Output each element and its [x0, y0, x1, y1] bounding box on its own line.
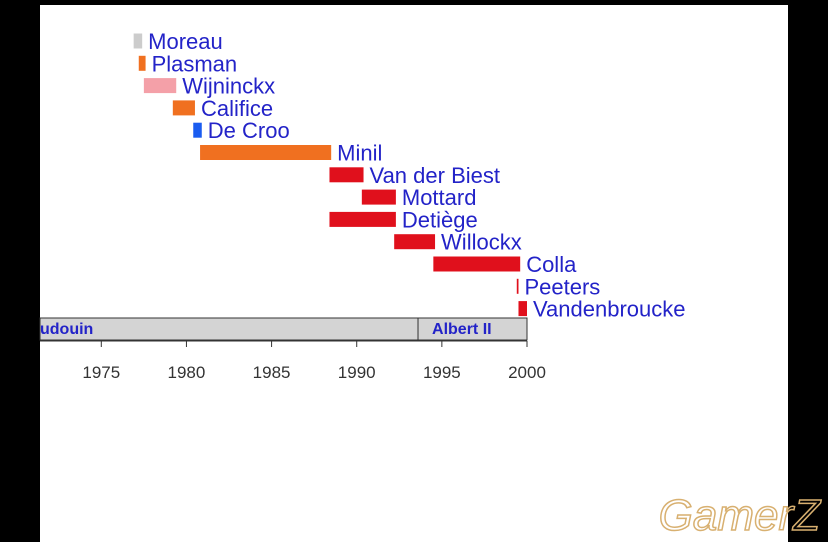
period [39, 317, 419, 341]
x-tick-label: 2000 [508, 363, 546, 382]
bar-label: Plasman [152, 51, 238, 76]
bar [200, 145, 332, 160]
bar-label: Vandenbroucke [533, 297, 686, 322]
x-tick-label: 1975 [82, 363, 120, 382]
bar-label: Minil [337, 141, 382, 166]
bar [329, 167, 364, 183]
bar [361, 189, 396, 205]
bar [172, 100, 195, 116]
bar [394, 234, 436, 250]
bar-label: Peeters [524, 274, 600, 299]
bar-label: Moreau [148, 29, 223, 54]
bar-label: Wijninckx [182, 74, 275, 99]
period [417, 317, 528, 341]
bar-label: Colla [526, 252, 577, 277]
bar [138, 55, 146, 71]
bar [329, 211, 396, 227]
canvas [40, 5, 788, 542]
x-tick-label: 1990 [338, 363, 376, 382]
bar-label: Detiège [402, 207, 478, 232]
bar [133, 33, 143, 49]
bar-label: Willockx [441, 230, 522, 255]
bar [143, 78, 177, 94]
bar-label: Van der Biest [370, 163, 500, 188]
bar-label: Califice [201, 96, 273, 121]
x-tick-label: 1995 [423, 363, 461, 382]
period-label: Albert II [432, 321, 492, 338]
bar [518, 301, 527, 317]
bar [433, 256, 521, 272]
bar [193, 122, 202, 138]
bar [516, 278, 519, 294]
period-label: udouin [40, 321, 93, 338]
watermark: GamerZ [659, 491, 822, 540]
bar-label: Mottard [402, 185, 477, 210]
x-tick-label: 1980 [168, 363, 206, 382]
bar-label: De Croo [208, 118, 290, 143]
x-tick-label: 1985 [253, 363, 291, 382]
